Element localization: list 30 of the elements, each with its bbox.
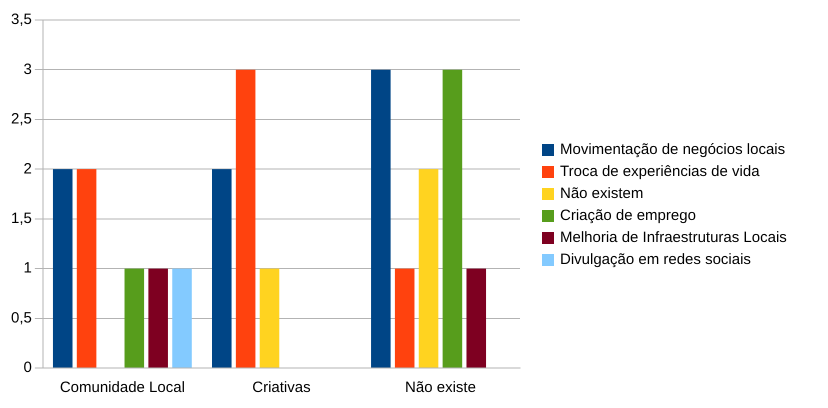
y-tick-label: 2 [24,160,32,178]
bar [52,169,73,368]
bar [418,169,438,368]
bar [260,268,280,368]
x-tick-label: Não existe [405,379,476,396]
bar [172,268,192,368]
legend-label: Criação de emprego [560,206,696,224]
y-tick-label: 1 [24,260,32,277]
y-tick-label: 2,5 [10,110,32,128]
legend-label: Melhoria de Infraestruturas Locais [560,228,787,246]
bar [371,70,391,368]
bar [442,70,462,368]
bar [212,169,232,368]
bar [236,70,256,368]
bar [148,268,168,368]
legend-label: Troca de experiências de vida [560,162,760,180]
y-tick-label: 1,5 [10,210,32,227]
bar [76,169,96,368]
y-tick-label: 3 [24,60,32,78]
legend-label: Divulgação em redes sociais [560,250,751,268]
bar [466,268,486,368]
legend-label: Não existem [560,184,644,202]
y-tick-label: 0,5 [10,309,32,326]
bar [394,268,414,368]
x-tick-label: Comunidade Local [60,379,185,396]
x-tick-label: Criativas [252,379,311,396]
legend-label: Movimentação de negócios locais [560,140,786,158]
y-tick-label: 0 [24,359,32,376]
bar [124,268,144,368]
y-tick-label: 3,5 [10,11,32,28]
